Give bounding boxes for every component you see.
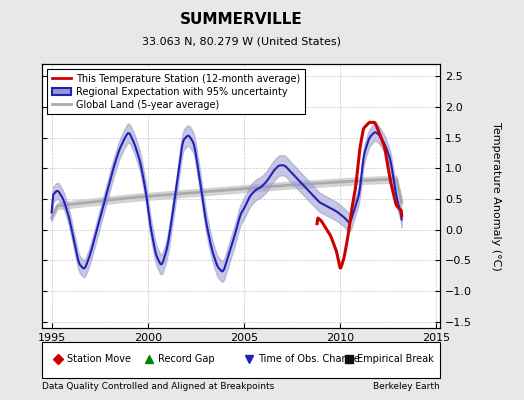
Text: Record Gap: Record Gap	[158, 354, 215, 364]
Text: 33.063 N, 80.279 W (United States): 33.063 N, 80.279 W (United States)	[141, 36, 341, 46]
Text: Empirical Break: Empirical Break	[357, 354, 434, 364]
Text: Station Move: Station Move	[67, 354, 130, 364]
Text: SUMMERVILLE: SUMMERVILLE	[180, 12, 302, 27]
Text: Data Quality Controlled and Aligned at Breakpoints: Data Quality Controlled and Aligned at B…	[42, 382, 274, 391]
Y-axis label: Temperature Anomaly (°C): Temperature Anomaly (°C)	[492, 122, 501, 270]
Text: Time of Obs. Change: Time of Obs. Change	[258, 354, 359, 364]
Legend: This Temperature Station (12-month average), Regional Expectation with 95% uncer: This Temperature Station (12-month avera…	[47, 69, 305, 114]
Text: Berkeley Earth: Berkeley Earth	[374, 382, 440, 391]
